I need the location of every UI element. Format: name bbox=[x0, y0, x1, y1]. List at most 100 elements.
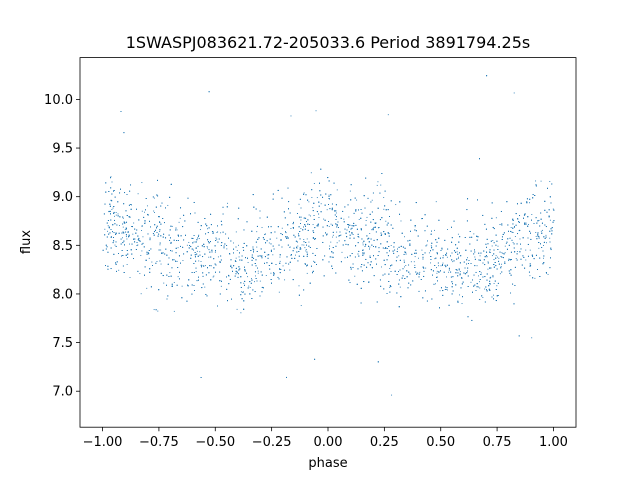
data-point bbox=[363, 195, 365, 197]
data-point bbox=[356, 199, 358, 201]
data-point bbox=[550, 202, 552, 204]
data-point bbox=[476, 286, 478, 288]
data-point bbox=[110, 236, 112, 238]
data-point bbox=[292, 250, 294, 252]
data-point bbox=[372, 228, 374, 230]
data-point bbox=[519, 215, 521, 217]
data-point bbox=[280, 239, 282, 240]
data-point bbox=[385, 220, 387, 222]
data-point bbox=[509, 259, 511, 261]
data-point bbox=[551, 227, 553, 229]
data-point bbox=[330, 241, 332, 243]
data-point bbox=[490, 267, 492, 269]
data-point bbox=[479, 271, 481, 273]
data-point bbox=[540, 243, 541, 245]
data-point bbox=[147, 233, 149, 235]
data-point bbox=[265, 275, 267, 276]
data-point bbox=[478, 281, 480, 283]
data-point bbox=[469, 236, 471, 238]
data-point bbox=[357, 233, 359, 235]
data-point bbox=[115, 233, 117, 234]
data-point bbox=[405, 253, 407, 255]
data-point bbox=[413, 261, 415, 263]
data-point bbox=[193, 201, 195, 203]
data-point bbox=[175, 252, 177, 254]
data-point bbox=[355, 224, 357, 226]
data-point bbox=[317, 224, 319, 226]
data-point bbox=[474, 258, 476, 260]
data-point bbox=[335, 272, 337, 274]
data-point bbox=[351, 227, 353, 229]
data-point bbox=[450, 255, 451, 257]
data-point bbox=[149, 239, 151, 241]
data-point bbox=[478, 252, 480, 254]
data-point bbox=[374, 222, 376, 224]
data-point bbox=[414, 229, 416, 231]
data-point bbox=[220, 245, 222, 246]
data-point bbox=[309, 224, 310, 225]
chart-title: 1SWASPJ083621.72-205033.6 Period 3891794… bbox=[126, 33, 531, 52]
data-point bbox=[366, 235, 368, 237]
data-point bbox=[298, 235, 300, 237]
data-point bbox=[517, 218, 518, 220]
data-point bbox=[387, 255, 389, 257]
data-point bbox=[453, 260, 455, 262]
data-point bbox=[546, 242, 547, 244]
data-point bbox=[515, 258, 517, 260]
data-point bbox=[398, 279, 400, 281]
data-point bbox=[418, 257, 419, 259]
data-point bbox=[159, 244, 161, 246]
data-point bbox=[171, 267, 173, 269]
data-point bbox=[375, 231, 377, 233]
data-point bbox=[266, 240, 268, 242]
data-point bbox=[261, 274, 263, 276]
data-point bbox=[201, 266, 202, 268]
data-point bbox=[542, 257, 544, 259]
data-point bbox=[256, 246, 258, 248]
data-point bbox=[117, 201, 119, 203]
data-point bbox=[447, 248, 449, 250]
data-point bbox=[159, 229, 161, 231]
data-point bbox=[254, 271, 256, 273]
data-point bbox=[406, 276, 408, 278]
data-point bbox=[432, 270, 434, 272]
data-point bbox=[538, 219, 540, 221]
data-point bbox=[257, 267, 258, 269]
data-point bbox=[180, 245, 181, 247]
data-point bbox=[414, 226, 416, 228]
data-point bbox=[238, 207, 240, 209]
data-point bbox=[464, 267, 466, 269]
data-point bbox=[527, 243, 529, 245]
data-point bbox=[326, 209, 328, 211]
data-point bbox=[123, 272, 125, 273]
data-point bbox=[376, 301, 378, 303]
data-point bbox=[336, 242, 338, 244]
data-point bbox=[544, 200, 546, 202]
data-point bbox=[223, 247, 225, 249]
data-point bbox=[529, 265, 531, 267]
data-point bbox=[143, 246, 145, 248]
data-point bbox=[312, 210, 314, 212]
data-point bbox=[357, 253, 359, 255]
data-point bbox=[548, 215, 550, 217]
data-point bbox=[377, 181, 379, 183]
data-point bbox=[277, 276, 279, 278]
data-point bbox=[549, 219, 551, 221]
data-point bbox=[399, 201, 401, 203]
data-point bbox=[410, 284, 412, 286]
data-point bbox=[160, 235, 162, 237]
data-point bbox=[360, 209, 362, 210]
data-point bbox=[137, 239, 139, 241]
data-point bbox=[457, 301, 459, 303]
data-point bbox=[501, 256, 503, 258]
data-point bbox=[347, 204, 349, 206]
data-point bbox=[374, 223, 376, 224]
data-point bbox=[457, 253, 459, 255]
data-point bbox=[111, 208, 113, 210]
data-point bbox=[170, 183, 172, 185]
data-point bbox=[546, 272, 547, 274]
data-point bbox=[177, 276, 179, 278]
data-point bbox=[122, 242, 124, 244]
data-point bbox=[312, 207, 314, 209]
data-point bbox=[259, 217, 261, 219]
